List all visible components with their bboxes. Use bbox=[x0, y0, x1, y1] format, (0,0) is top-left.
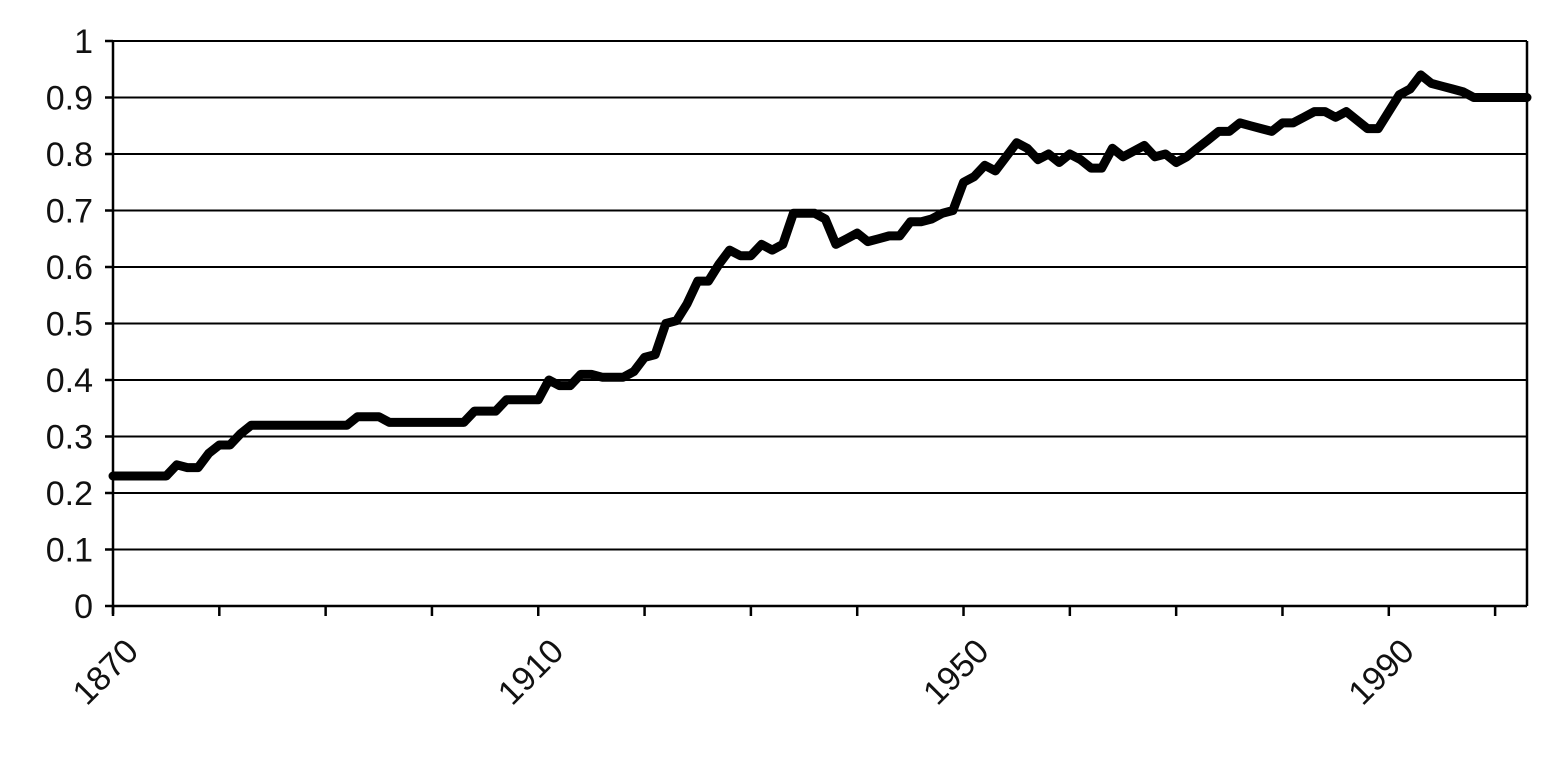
y-tick-label: 1 bbox=[74, 23, 93, 61]
y-tick-label: 0.6 bbox=[46, 249, 93, 287]
y-axis-tick-labels: 0 0.1 0.2 0.3 0.4 0.5 0.6 0.7 0.8 0.9 1 bbox=[46, 23, 93, 626]
y-tick-label: 0.4 bbox=[46, 362, 93, 400]
x-tick-label: 1950 bbox=[916, 632, 996, 712]
series-line bbox=[108, 70, 1532, 481]
y-tick-label: 0.1 bbox=[46, 532, 93, 570]
x-tick-label: 1910 bbox=[491, 632, 571, 712]
x-tick-label: 1990 bbox=[1341, 632, 1421, 712]
gridlines bbox=[113, 40, 1527, 551]
series-layer bbox=[108, 70, 1532, 481]
axes bbox=[105, 39, 1529, 616]
y-tick-label: 0 bbox=[74, 588, 93, 626]
y-tick-label: 0.5 bbox=[46, 306, 93, 344]
y-tick-label: 0.8 bbox=[46, 136, 93, 174]
y-tick-label: 0.3 bbox=[46, 419, 93, 457]
y-tick-label: 0.7 bbox=[46, 193, 93, 231]
x-axis-tick-labels: 1870 1910 1950 1990 bbox=[66, 632, 1422, 712]
y-tick-label: 0.9 bbox=[46, 80, 93, 118]
x-tick-label: 1870 bbox=[66, 632, 146, 712]
y-tick-label: 0.2 bbox=[46, 475, 93, 513]
